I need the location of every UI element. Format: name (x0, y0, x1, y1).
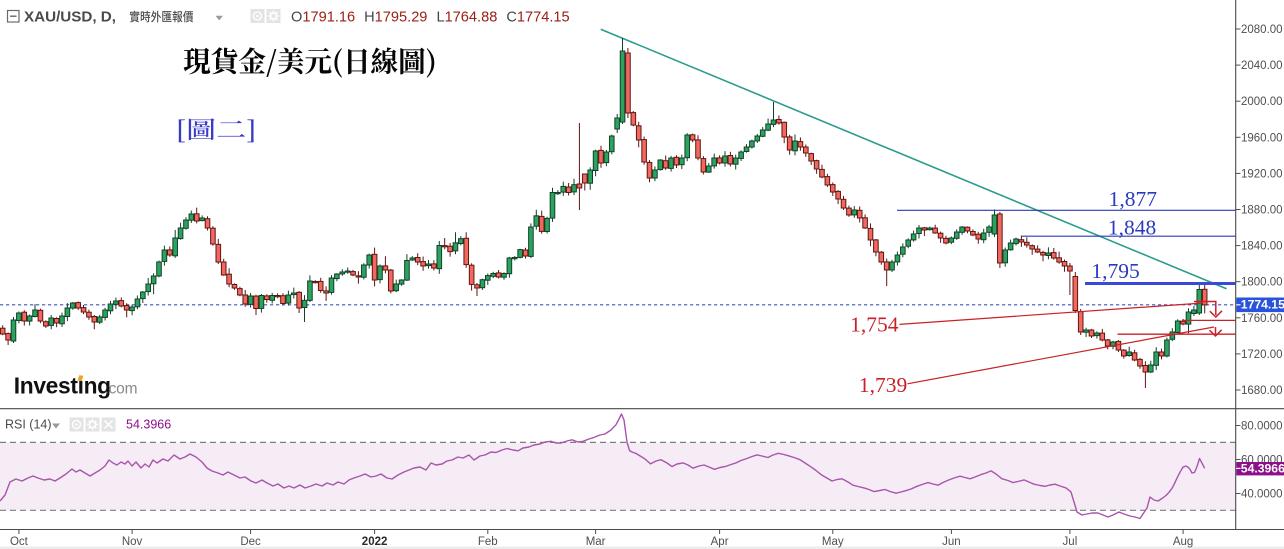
svg-text:1,848: 1,848 (1108, 216, 1156, 240)
svg-text:54.3966: 54.3966 (126, 418, 171, 432)
svg-text:1,795: 1,795 (1091, 259, 1139, 283)
svg-text:Nov: Nov (122, 536, 143, 548)
svg-text:40.0000: 40.0000 (1241, 489, 1283, 501)
svg-text:Investıng: Investıng (14, 373, 111, 399)
svg-text:1680.00: 1680.00 (1241, 385, 1283, 397)
svg-text:80.0000: 80.0000 (1241, 421, 1283, 433)
svg-text:May: May (822, 536, 844, 548)
svg-text:Apr: Apr (711, 536, 729, 548)
svg-text:Mar: Mar (586, 536, 606, 548)
svg-text:.com: .com (105, 381, 138, 398)
svg-text:1760.00: 1760.00 (1241, 313, 1283, 325)
svg-text:1,754: 1,754 (850, 313, 899, 337)
svg-text:Jun: Jun (942, 536, 961, 548)
svg-text:2080.00: 2080.00 (1241, 24, 1283, 36)
svg-text:54.3966: 54.3966 (1241, 462, 1284, 476)
svg-text:1800.00: 1800.00 (1241, 277, 1283, 289)
svg-text:1920.00: 1920.00 (1241, 168, 1283, 180)
svg-text:Dec: Dec (240, 536, 261, 548)
svg-text:1840.00: 1840.00 (1241, 241, 1283, 253)
svg-text:Aug: Aug (1173, 536, 1193, 548)
svg-text:RSI (14): RSI (14) (5, 418, 52, 432)
svg-text:2000.00: 2000.00 (1241, 96, 1283, 108)
svg-text:XAU/USD, D,: XAU/USD, D, (24, 8, 116, 25)
svg-text:Jul: Jul (1063, 536, 1078, 548)
svg-text:1880.00: 1880.00 (1241, 205, 1283, 217)
svg-text:Feb: Feb (478, 536, 498, 548)
svg-text:Oct: Oct (10, 536, 29, 548)
svg-text:1774.15: 1774.15 (1241, 298, 1284, 312)
svg-text:1720.00: 1720.00 (1241, 349, 1283, 361)
svg-text:2022: 2022 (362, 536, 388, 548)
svg-text:1,877: 1,877 (1109, 187, 1158, 211)
svg-text:2040.00: 2040.00 (1241, 60, 1283, 72)
svg-text:1960.00: 1960.00 (1241, 132, 1283, 144)
svg-text:1,739: 1,739 (859, 373, 907, 397)
